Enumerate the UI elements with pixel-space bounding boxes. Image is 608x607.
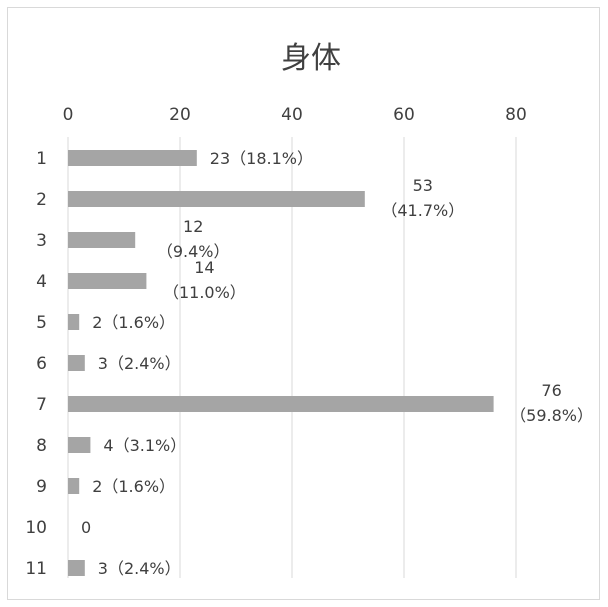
data-label: 0 xyxy=(81,518,91,537)
bar xyxy=(68,191,365,207)
data-label-value: 53 xyxy=(413,176,433,195)
category-label: 6 xyxy=(36,354,47,374)
x-tick-label: 40 xyxy=(281,105,303,125)
data-label-percent: （59.8%） xyxy=(510,406,593,425)
chart-frame xyxy=(7,7,600,600)
category-label: 9 xyxy=(36,477,47,497)
category-label: 10 xyxy=(25,518,47,538)
category-label: 11 xyxy=(25,559,47,579)
bar xyxy=(68,273,147,289)
data-label: 4（3.1%） xyxy=(103,436,186,455)
data-label-percent: （11.0%） xyxy=(163,283,246,302)
x-tick-label: 0 xyxy=(63,105,74,125)
bar xyxy=(68,560,85,576)
category-label: 2 xyxy=(36,190,47,210)
bar xyxy=(68,150,197,166)
bar xyxy=(68,232,136,248)
data-label: 3（2.4%） xyxy=(98,559,181,578)
bar xyxy=(68,396,494,412)
data-label-percent: （41.7%） xyxy=(381,201,464,220)
bar xyxy=(68,437,91,453)
data-label-value: 12 xyxy=(183,217,203,236)
data-label-percent: （9.4%） xyxy=(157,242,230,261)
category-label: 7 xyxy=(36,395,47,415)
category-label: 3 xyxy=(36,231,47,251)
data-label-value: 76 xyxy=(541,381,561,400)
data-label: 2（1.6%） xyxy=(92,313,175,332)
data-label-value: 14 xyxy=(194,258,214,277)
data-label: 2（1.6%） xyxy=(92,477,175,496)
category-label: 1 xyxy=(36,149,47,169)
x-tick-label: 80 xyxy=(505,105,527,125)
bar xyxy=(68,478,80,494)
bar xyxy=(68,355,85,371)
x-tick-label: 20 xyxy=(169,105,191,125)
chart-title: 身体 xyxy=(281,41,341,76)
category-label: 8 xyxy=(36,436,47,456)
data-label: 23（18.1%） xyxy=(210,149,313,168)
data-label: 3（2.4%） xyxy=(98,354,181,373)
bar xyxy=(68,314,80,330)
category-label: 4 xyxy=(36,272,47,292)
category-label: 5 xyxy=(36,313,47,333)
x-tick-label: 60 xyxy=(393,105,415,125)
